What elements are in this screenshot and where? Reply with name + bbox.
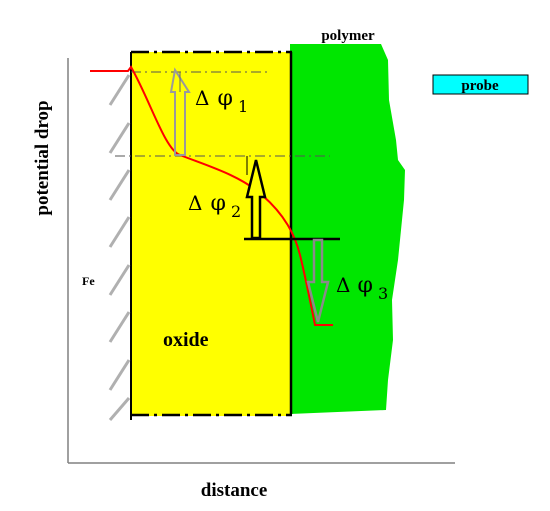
oxide-layer (131, 52, 292, 416)
delta-phi-1-arrow (169, 67, 191, 156)
x-axis-label: distance (201, 480, 268, 501)
metal-label: Fe (82, 274, 95, 288)
delta-phi-1-label: Δ φ 1 (195, 86, 248, 116)
oxide-label: oxide (163, 329, 209, 351)
metal-hatching (108, 74, 131, 421)
delta-phi-2-label: Δ φ 2 (188, 191, 241, 221)
delta-phi-3-label: Δ φ 3 (336, 273, 388, 303)
probe-label: probe (461, 78, 499, 94)
delta-phi-3-arrow (306, 238, 330, 323)
y-axis-label: potential drop (32, 100, 53, 215)
polymer-label: polymer (321, 28, 375, 44)
probe-box (432, 74, 529, 95)
polymer-layer (290, 44, 405, 414)
